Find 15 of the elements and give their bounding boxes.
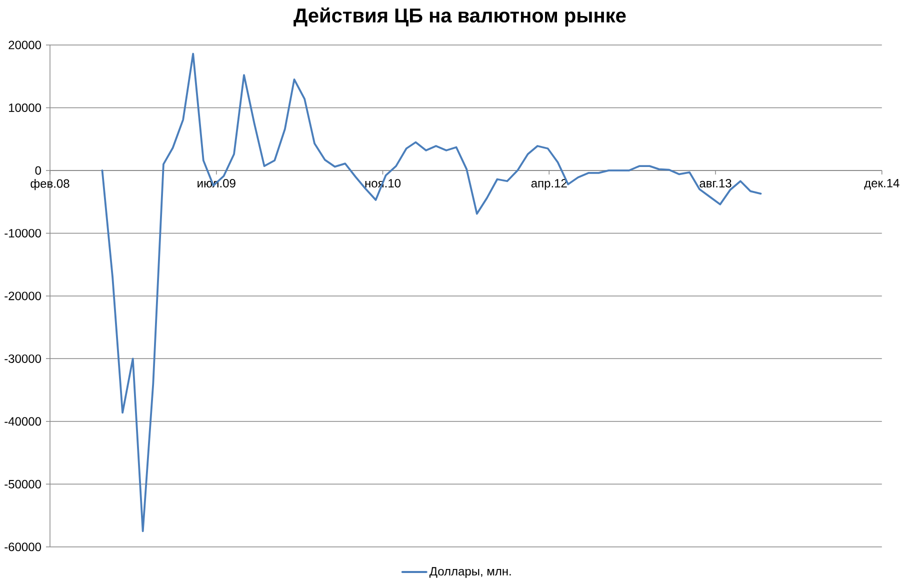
x-tick-label: апр.12 (531, 179, 567, 190)
y-tick-label: -10000 (4, 229, 41, 238)
legend-label: Доллары, млн. (429, 567, 511, 578)
y-tick-label: -40000 (4, 417, 41, 426)
y-tick-label: -60000 (4, 542, 41, 552)
x-tick-label: дек.14 (864, 179, 900, 190)
y-tick-label: -50000 (4, 480, 41, 488)
y-tick-label: 10000 (9, 104, 41, 112)
y-tick-label: -30000 (4, 354, 41, 363)
y-tick-label: -20000 (4, 292, 41, 300)
chart-title: Действия ЦБ на валютном рынке (294, 8, 626, 27)
x-tick-label: фев.08 (30, 179, 70, 190)
y-tick-label: 0 (35, 166, 42, 175)
y-tick-label: 20000 (8, 40, 41, 50)
x-tick-label: авг.13 (700, 179, 732, 188)
